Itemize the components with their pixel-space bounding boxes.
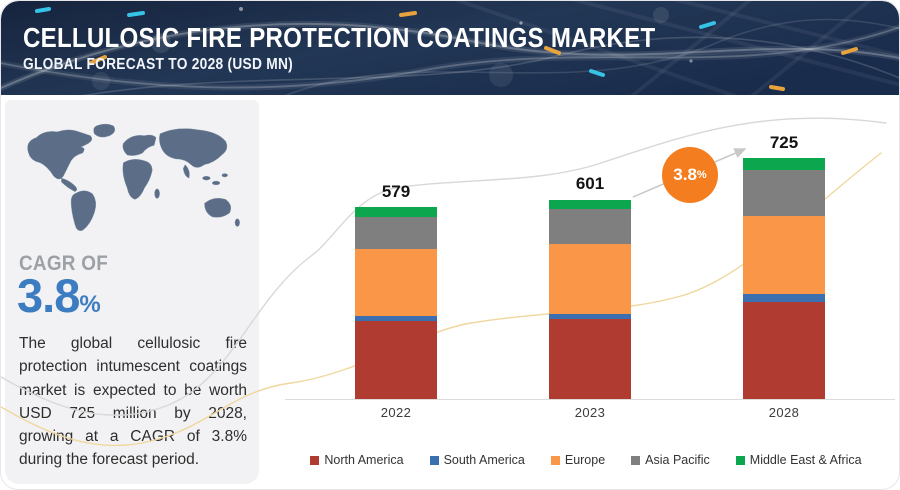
- bar-2023: [549, 199, 631, 399]
- header-network-graphic: [1, 1, 899, 95]
- x-axis-tick-label: 2022: [380, 405, 412, 420]
- legend-item-middle-east-africa: Middle East & Africa: [735, 453, 862, 467]
- x-axis-tick-label: 2023: [574, 405, 606, 420]
- legend-label: North America: [324, 453, 404, 467]
- legend-label: Europe: [564, 453, 606, 467]
- badge-percent-sign: %: [696, 169, 707, 181]
- bar-total-label: 601: [575, 174, 605, 194]
- legend-item-south-america: South America: [429, 453, 525, 467]
- bar-total-label: 579: [381, 181, 411, 201]
- legend-item-europe: Europe: [550, 453, 606, 467]
- bar-segment-asia-pacific: [355, 216, 437, 249]
- page-subtitle: GLOBAL FORECAST TO 2028 (USD MN): [23, 56, 293, 74]
- bar-segment-south-america: [743, 293, 825, 302]
- bar-segment-north-america: [743, 301, 825, 399]
- bar-segment-middle-east-africa: [355, 206, 437, 217]
- bar-2028: [743, 158, 825, 399]
- header-banner: CELLULOSIC FIRE PROTECTION COATINGS MARK…: [1, 1, 899, 95]
- bar-segment-north-america: [355, 321, 437, 399]
- cagr-badge: 3.8%: [662, 147, 718, 203]
- legend-label: Middle East & Africa: [749, 453, 862, 467]
- bar-segment-middle-east-africa: [743, 158, 825, 170]
- bar-2022: [355, 206, 437, 399]
- bar-total-label: 725: [769, 133, 799, 153]
- legend-label: Asia Pacific: [645, 453, 710, 467]
- badge-number: 3.8: [673, 165, 697, 184]
- bar-segment-middle-east-africa: [549, 199, 631, 209]
- bar-segment-europe: [549, 244, 631, 314]
- bar-segment-asia-pacific: [549, 208, 631, 245]
- legend-swatch-middle-east-africa: [735, 455, 745, 465]
- legend-item-north-america: North America: [310, 453, 404, 467]
- legend-swatch-europe: [550, 455, 560, 465]
- legend-swatch-asia-pacific: [631, 455, 641, 465]
- bar-segment-north-america: [549, 318, 631, 399]
- chart-legend: North America South America Europe Asia Pac…: [281, 453, 891, 467]
- legend-item-asia-pacific: Asia Pacific: [631, 453, 710, 467]
- legend-label: South America: [443, 453, 525, 467]
- legend-swatch-north-america: [310, 455, 320, 465]
- x-axis-tick-label: 2028: [768, 405, 800, 420]
- bar-segment-europe: [355, 248, 437, 316]
- page-title: CELLULOSIC FIRE PROTECTION COATINGS MARK…: [23, 22, 656, 53]
- bar-segment-asia-pacific: [743, 169, 825, 217]
- bar-segment-europe: [743, 216, 825, 294]
- x-axis-line: [285, 399, 895, 400]
- legend-swatch-south-america: [429, 455, 439, 465]
